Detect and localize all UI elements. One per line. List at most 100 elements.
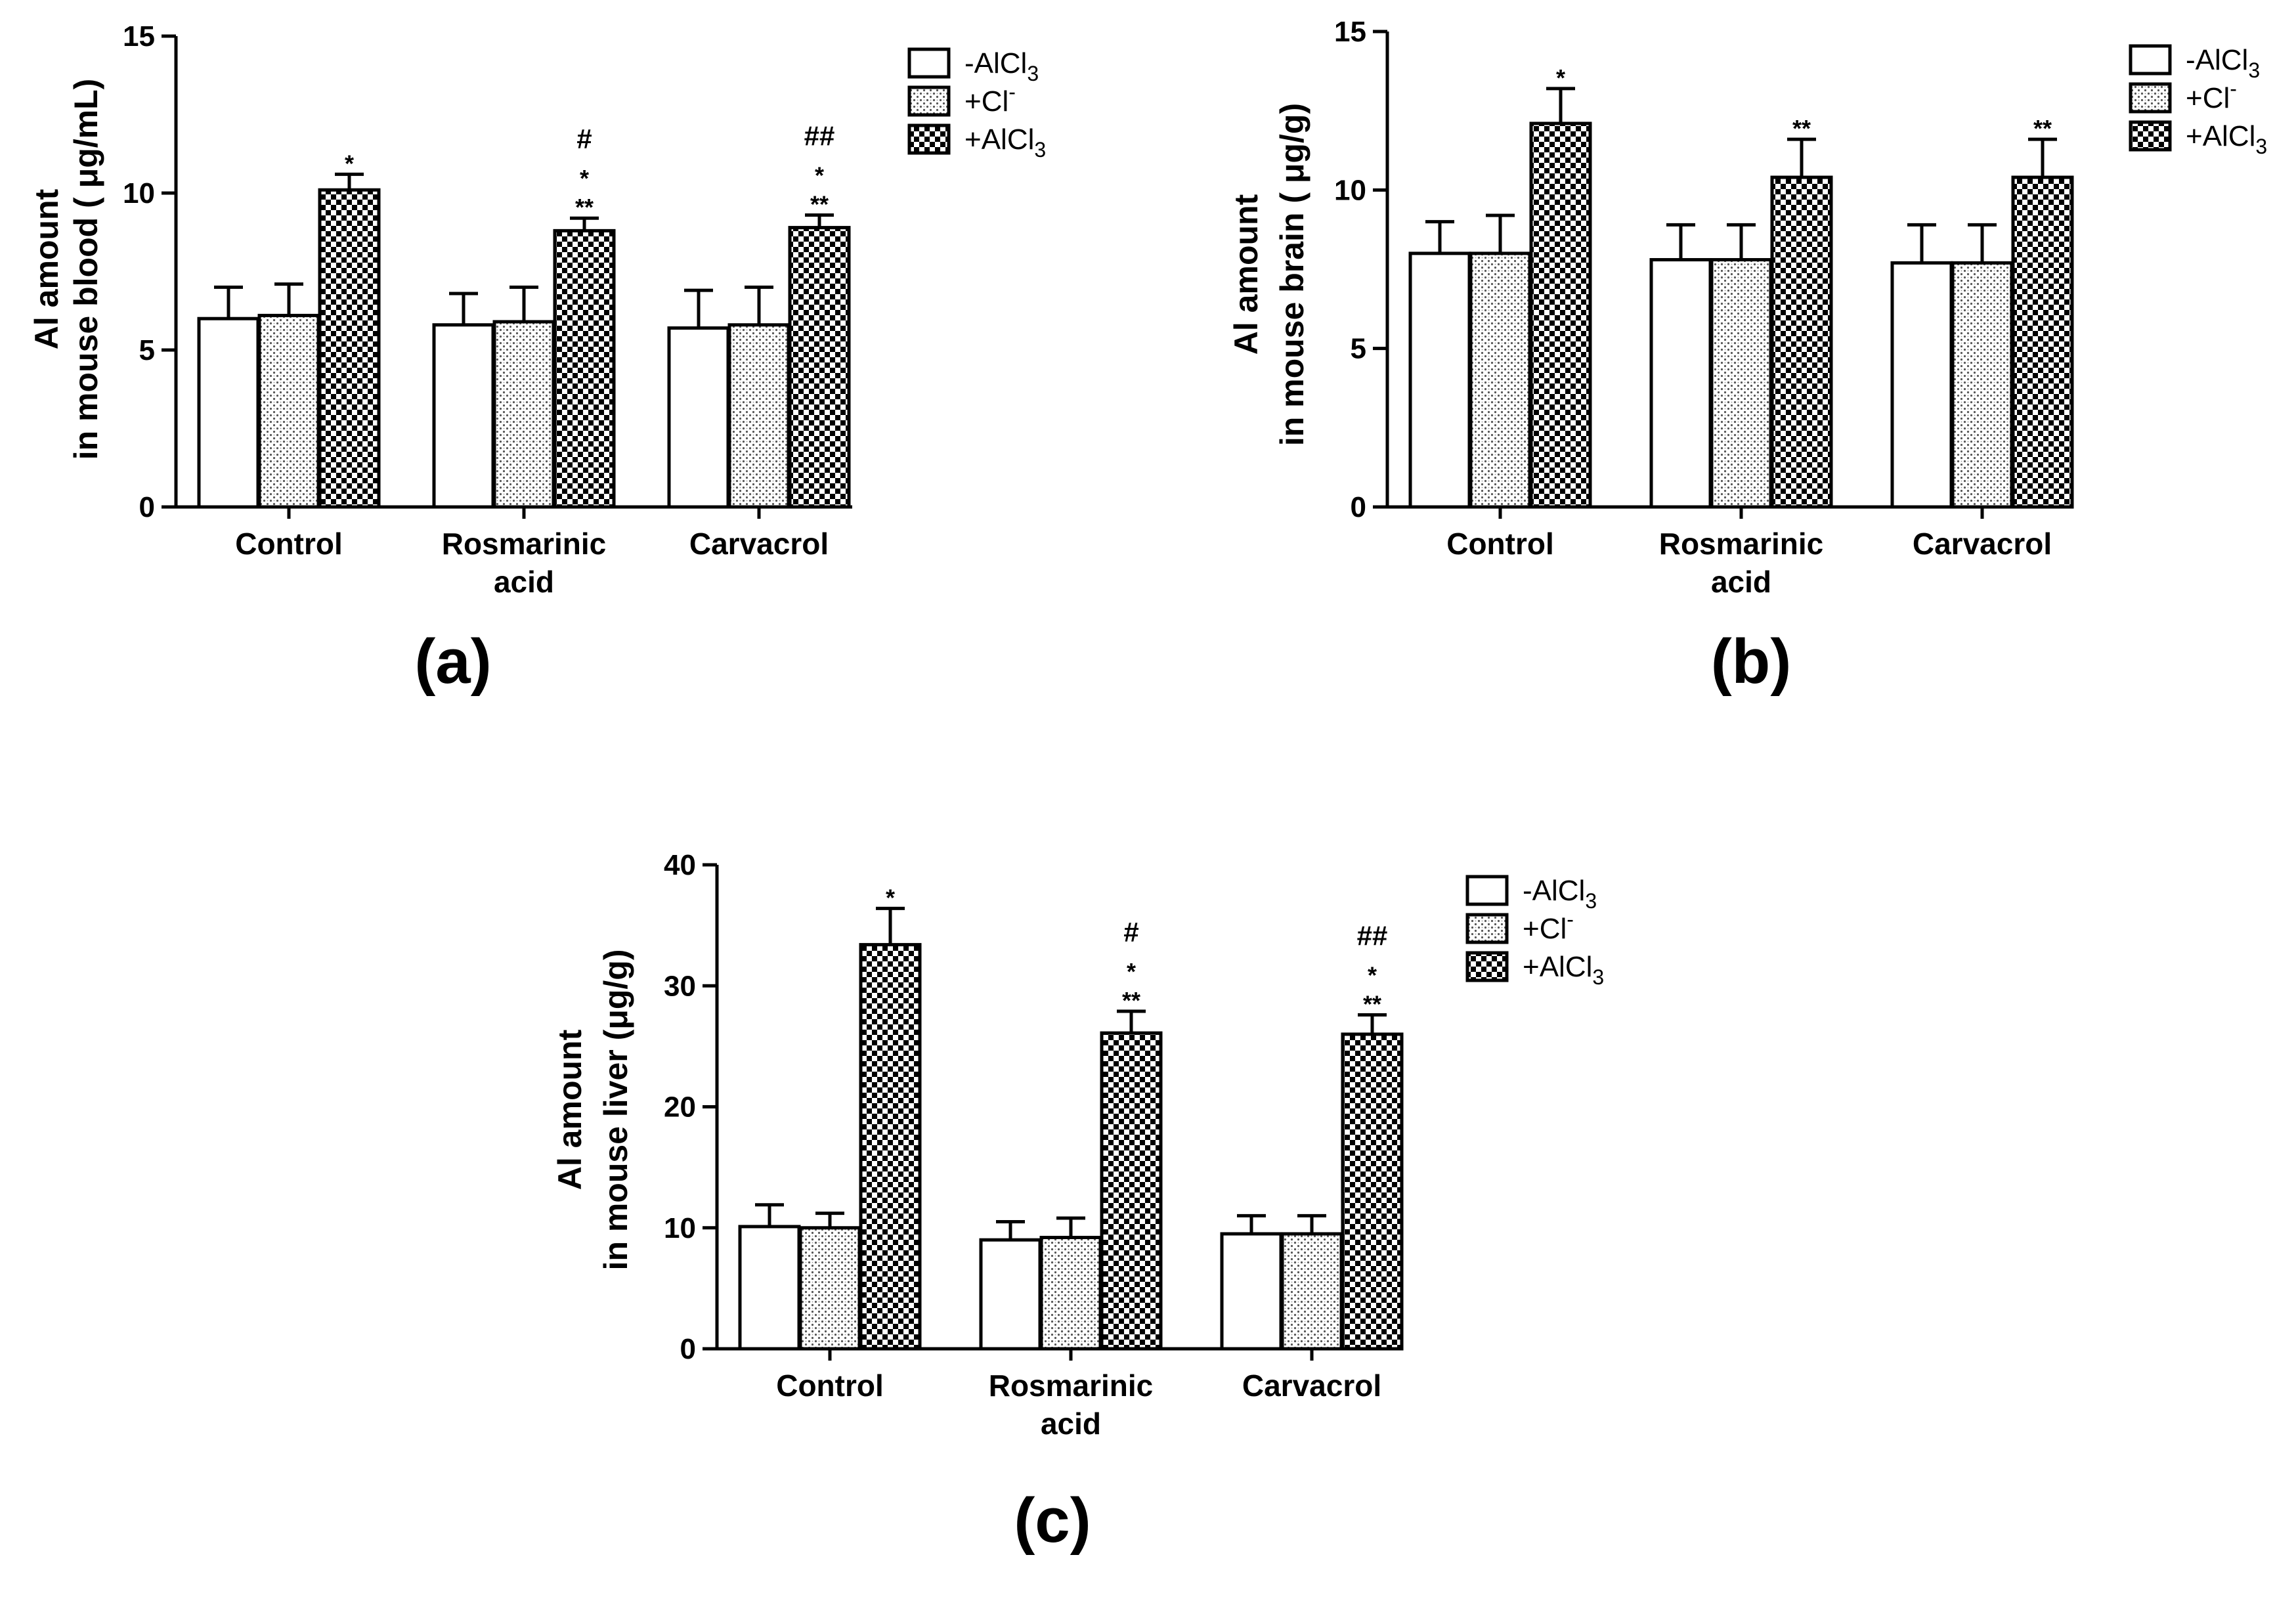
legend-label: +AlCl3 — [1523, 951, 1604, 989]
significance-mark: ** — [575, 194, 594, 221]
significance-mark: ** — [1122, 987, 1140, 1014]
panel-label: (a) — [414, 626, 491, 697]
panel-label: (c) — [1014, 1485, 1091, 1556]
y-axis-title-line1: Al amount — [1228, 194, 1265, 355]
bar-cl — [492, 320, 555, 509]
chart-panel-3: 0 10 20 30 40 Al amount in mouse liver (μg/g) C… — [552, 849, 1604, 1556]
bar-alcl3 — [667, 326, 730, 509]
bar-cl — [727, 323, 791, 509]
legend: -AlCl3+Cl- +AlCl3 — [907, 47, 1046, 162]
significance-mark: # — [1123, 917, 1138, 948]
legend-label: +Cl- — [2186, 77, 2237, 114]
legend-label: +Cl- — [964, 80, 1016, 118]
x-category-label: Control — [776, 1368, 884, 1403]
x-category-label: Control — [235, 527, 343, 561]
y-tick-label: 5 — [1351, 333, 1366, 365]
legend: -AlCl3+Cl- +AlCl3 — [2129, 44, 2267, 158]
y-tick-label: 15 — [1334, 16, 1366, 48]
y-tick-label: 40 — [664, 849, 696, 881]
y-tick-label: 0 — [139, 491, 155, 523]
bar-alcl3 — [859, 943, 922, 1351]
bar-alcl3 — [1770, 175, 1833, 509]
bar-cl — [1951, 261, 2014, 509]
bar-cl — [1280, 1232, 1343, 1351]
legend-label: +AlCl3 — [964, 123, 1046, 162]
bar-alcl3 — [1890, 261, 1953, 509]
y-tick-label: 0 — [680, 1333, 696, 1365]
significance-mark: * — [815, 162, 824, 188]
bar-alcl3 — [738, 1225, 801, 1351]
y-tick-label: 5 — [139, 334, 155, 366]
x-category-label: Control — [1446, 527, 1554, 561]
bar-cl — [1710, 258, 1773, 509]
bar-cl — [257, 313, 320, 509]
chart-panel-1: 0 5 10 15 Al amount in mouse blood ( μg/mL) Co… — [28, 20, 1046, 697]
y-tick-label: 30 — [664, 970, 696, 1002]
bar-cl — [798, 1226, 861, 1351]
bar-cl — [1039, 1235, 1102, 1351]
bar-alcl3 — [553, 229, 616, 509]
legend-label: +AlCl3 — [2186, 120, 2267, 158]
legend-swatch — [2129, 44, 2172, 76]
bar-alcl3 — [432, 323, 495, 509]
chart-panel-2: 0 5 10 15 Al amount in mouse brain ( μg/g) Con… — [1228, 16, 2267, 697]
legend-label: -AlCl3 — [964, 47, 1039, 85]
y-tick-label: 10 — [664, 1212, 696, 1244]
y-tick-label: 10 — [1334, 174, 1366, 206]
significance-mark: ** — [2033, 115, 2052, 142]
x-category-label: Rosmarinic — [1659, 527, 1824, 561]
bar-alcl3 — [2011, 175, 2074, 509]
bar-cl — [1469, 252, 1532, 509]
significance-mark: * — [345, 150, 354, 177]
bar-alcl3 — [318, 188, 381, 509]
legend-swatch — [2129, 120, 2172, 152]
legend-label: -AlCl3 — [2186, 44, 2260, 82]
legend-swatch — [907, 47, 951, 79]
legend-swatch — [1465, 951, 1509, 982]
significance-mark: ** — [810, 190, 829, 217]
y-tick-label: 0 — [1351, 491, 1366, 523]
significance-mark: * — [1556, 64, 1565, 91]
y-axis-title-line1: Al amount — [28, 188, 65, 349]
x-category-label: Carvacrol — [1242, 1368, 1381, 1403]
y-axis-title-line2: in mouse blood ( μg/mL) — [68, 79, 104, 460]
legend-swatch — [1465, 875, 1509, 906]
bar-alcl3 — [1341, 1032, 1404, 1351]
y-tick-label: 10 — [123, 177, 155, 209]
legend: -AlCl3+Cl- +AlCl3 — [1465, 875, 1604, 989]
significance-mark: ** — [1363, 990, 1381, 1017]
bar-alcl3 — [197, 317, 260, 509]
significance-mark: # — [576, 123, 592, 154]
legend-label: -AlCl3 — [1523, 875, 1597, 913]
panel-label: (b) — [1711, 626, 1792, 697]
bar-alcl3 — [1100, 1031, 1163, 1351]
legend-swatch — [2129, 82, 2172, 114]
significance-mark: * — [1127, 958, 1136, 985]
x-category-label: acid — [494, 565, 554, 599]
y-axis-title-line2: in mouse brain ( μg/g) — [1274, 103, 1310, 446]
significance-mark: ** — [1792, 115, 1811, 142]
x-category-label: Carvacrol — [1913, 527, 2052, 561]
legend-label: +Cl- — [1523, 908, 1574, 945]
bar-alcl3 — [1649, 258, 1712, 509]
significance-mark: ## — [1357, 920, 1388, 951]
significance-mark: * — [886, 884, 895, 911]
legend-swatch — [907, 85, 951, 117]
bar-alcl3 — [1529, 121, 1592, 509]
significance-mark: ## — [804, 120, 835, 151]
bar-alcl3 — [1408, 252, 1471, 509]
legend-swatch — [1465, 913, 1509, 944]
x-category-label: acid — [1711, 565, 1771, 599]
bar-alcl3 — [788, 226, 851, 509]
y-tick-label: 15 — [123, 20, 155, 53]
significance-mark: * — [1368, 961, 1377, 988]
x-category-label: Carvacrol — [689, 527, 829, 561]
bar-alcl3 — [979, 1238, 1042, 1351]
legend-swatch — [907, 123, 951, 155]
x-category-label: Rosmarinic — [442, 527, 607, 561]
x-category-label: Rosmarinic — [989, 1368, 1154, 1403]
bar-alcl3 — [1220, 1232, 1283, 1351]
y-axis-title-line2: in mouse liver (μg/g) — [597, 950, 634, 1271]
